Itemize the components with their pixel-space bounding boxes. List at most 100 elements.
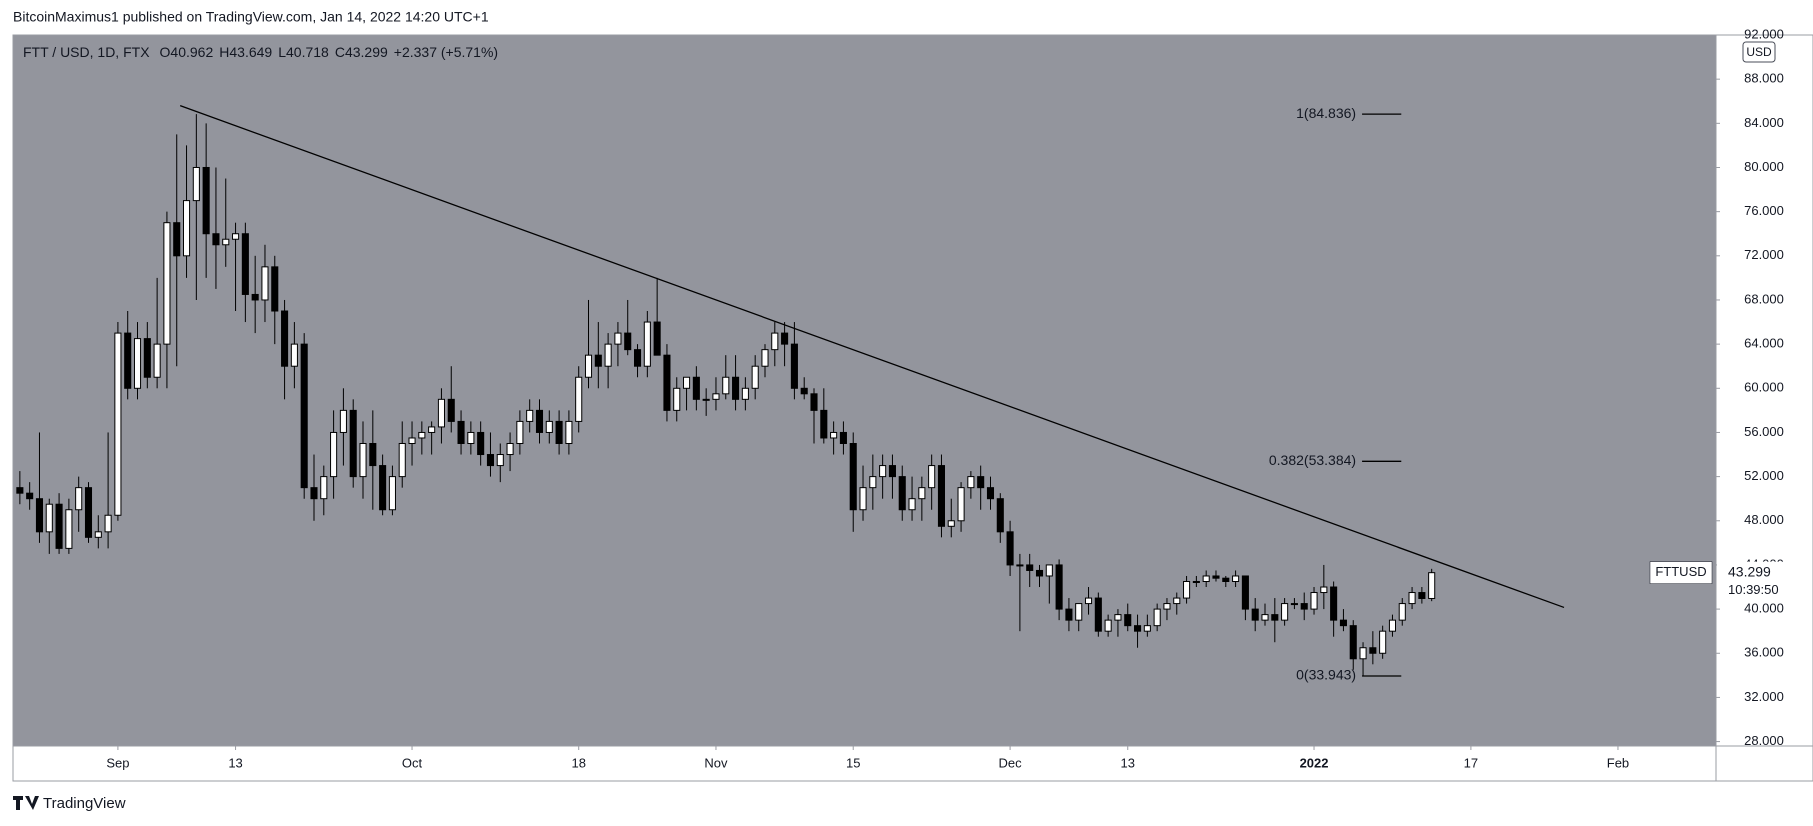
candle-body [575,376,583,422]
candle-body [271,266,279,312]
symbol: FTT / USD, 1D, FTX [23,44,150,60]
trendline [179,105,1565,609]
y-tick-label: 88.000 [1744,71,1784,86]
candle-body [1075,603,1083,621]
candle-body [349,409,357,478]
candle-body [839,431,847,444]
candle-body [65,509,73,549]
candle-body [957,487,965,522]
candle-body [369,442,377,467]
brand-logo [13,796,39,810]
ohlc-value: 43.299 [345,44,388,60]
candle-body [947,520,955,527]
candle-body [516,420,524,444]
candle-body [1310,592,1318,610]
candle-body [1134,625,1142,632]
candle-body [673,387,681,411]
candle-body [1330,586,1338,621]
candle-body [633,349,642,367]
candle-body [614,332,622,345]
candle-body [496,454,504,467]
candle-body [937,465,946,527]
candle-body [222,238,230,246]
candle-body [683,376,691,389]
candle-body [751,365,759,389]
candle-body [310,487,318,500]
candle-body [428,426,436,433]
candle-body [545,420,553,433]
candle-body [300,343,308,489]
ohlc-key: H [219,44,229,60]
x-tick-label: Sep [106,755,129,770]
candle-body [1016,564,1024,567]
candle-body [212,233,220,246]
candle-body [781,332,789,345]
candle-body [330,431,338,478]
x-tick-label: Feb [1607,755,1629,770]
y-tick-label: 92.000 [1744,26,1784,41]
candle-body [1153,608,1161,627]
candle-body [153,343,161,378]
candles [16,114,1436,676]
candle-body [104,514,112,533]
y-tick-label: 72.000 [1744,247,1784,262]
candle-body [1320,586,1328,594]
candle-body [1006,531,1014,566]
candle-body [173,222,181,257]
candle-body [1261,614,1269,621]
candle-body [820,409,828,439]
y-tick-label: 32.000 [1744,689,1784,704]
candle-body [1212,575,1220,579]
candle-body [1104,619,1112,632]
candle-body [467,431,475,444]
candle-body [1114,614,1122,621]
y-tick-label: 68.000 [1744,291,1784,306]
x-tick-label: 2022 [1300,755,1329,770]
candle-body [663,354,671,411]
candle-body [506,442,514,456]
candle-body [486,454,495,467]
currency-box [1742,41,1776,63]
ohlc-key: C [335,44,345,60]
candle-body [290,343,298,367]
candle-body [1369,647,1377,654]
candle-body [732,376,740,400]
candle-body [163,222,171,345]
price-tag-countdown: 10:39:50 [1728,582,1779,597]
candle-body [555,420,563,444]
legend: FTT / USD, 1D, FTX O40.962 H43.649 L40.718 C… [23,44,498,60]
y-tick-label: 52.000 [1744,468,1784,483]
candle-body [1094,597,1102,632]
candle-body [996,498,1004,533]
candle-body [35,498,44,533]
currency: USD [1746,45,1772,59]
candle-body [114,332,122,516]
candle-body [712,393,720,400]
candle-body [1026,564,1034,571]
plot-area [13,35,1716,746]
fib-label: 0(33.943) [1296,667,1356,683]
candle-body [859,487,867,511]
price-tag-value: 43.299 [1728,563,1771,579]
candle-body [437,398,445,428]
candle-body [653,321,661,356]
price-tag-symbol-box [1649,561,1713,584]
candle-body [1232,575,1240,582]
candle-body [1359,647,1367,660]
candle-body [55,503,63,549]
candle-body [1055,564,1063,610]
candle-body [741,387,749,400]
candle-body [408,437,416,444]
logo-mark [13,796,39,810]
candle-body [643,321,651,367]
candle-body [447,398,455,422]
candle-body [124,332,132,389]
candle-body [967,476,975,489]
candle-body [1339,619,1347,627]
candle-body [1290,603,1298,606]
published-line: BitcoinMaximus1 published on TradingView… [13,9,489,25]
x-tick-label: 13 [1121,755,1135,770]
candle-body [261,266,269,301]
